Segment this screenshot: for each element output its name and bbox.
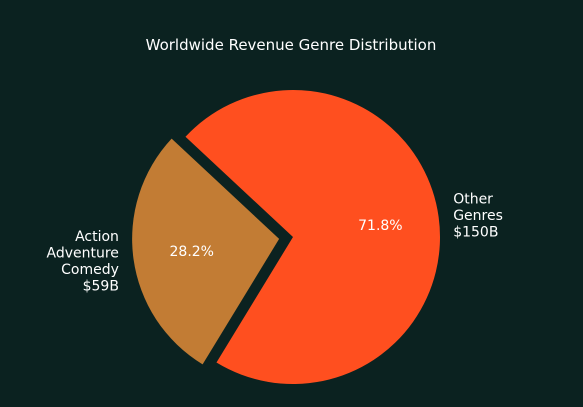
slice-category-label: Other Genres $150B xyxy=(453,192,503,241)
slice-category-label: Action Adventure Comedy $59B xyxy=(47,229,119,295)
pie-labels: 71.8% Other Genres $150B 28.2% Action Adventur… xyxy=(47,192,503,295)
slice-percent-label: 71.8% xyxy=(358,218,402,234)
chart-title: Worldwide Revenue Genre Distribution xyxy=(146,36,437,54)
pie-slices xyxy=(132,89,440,384)
slice-percent-label: 28.2% xyxy=(170,244,214,260)
pie-slice xyxy=(185,89,440,384)
pie-slice xyxy=(132,138,280,365)
